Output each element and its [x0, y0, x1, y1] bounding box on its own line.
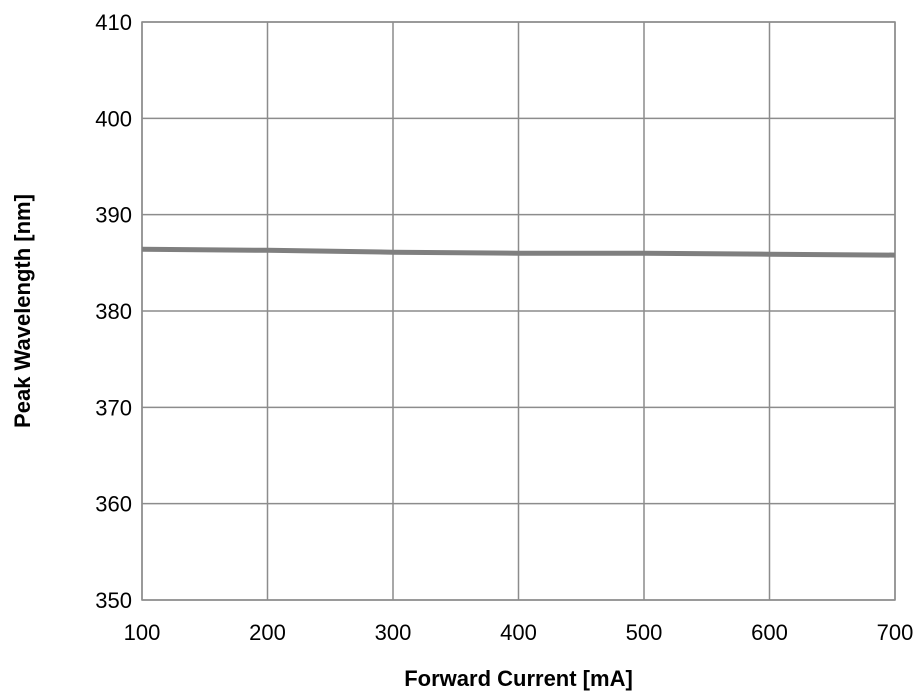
y-tick-label: 370 [95, 395, 132, 420]
y-axis-title: Peak Wavelength [nm] [10, 194, 35, 428]
y-axis-ticks: 350 360 370 380 390 400 410 [95, 10, 132, 613]
y-tick-label: 350 [95, 588, 132, 613]
plot-area-border [141, 21, 896, 601]
y-tick-label: 410 [95, 10, 132, 35]
x-tick-label: 300 [375, 620, 412, 645]
x-axis-title: Forward Current [mA] [404, 666, 633, 691]
y-tick-label: 360 [95, 492, 132, 517]
x-tick-label: 400 [500, 620, 537, 645]
y-tick-label: 380 [95, 299, 132, 324]
y-tick-label: 400 [95, 106, 132, 131]
series-layer [141, 246, 896, 258]
x-tick-label: 100 [124, 620, 161, 645]
x-tick-label: 600 [751, 620, 788, 645]
series-line-0 [141, 246, 896, 258]
grid [141, 21, 896, 601]
y-tick-label: 390 [95, 203, 132, 228]
x-tick-label: 700 [877, 620, 914, 645]
x-tick-label: 200 [249, 620, 286, 645]
x-axis-ticks: 100 200 300 400 500 600 700 [124, 620, 914, 645]
x-tick-label: 500 [626, 620, 663, 645]
